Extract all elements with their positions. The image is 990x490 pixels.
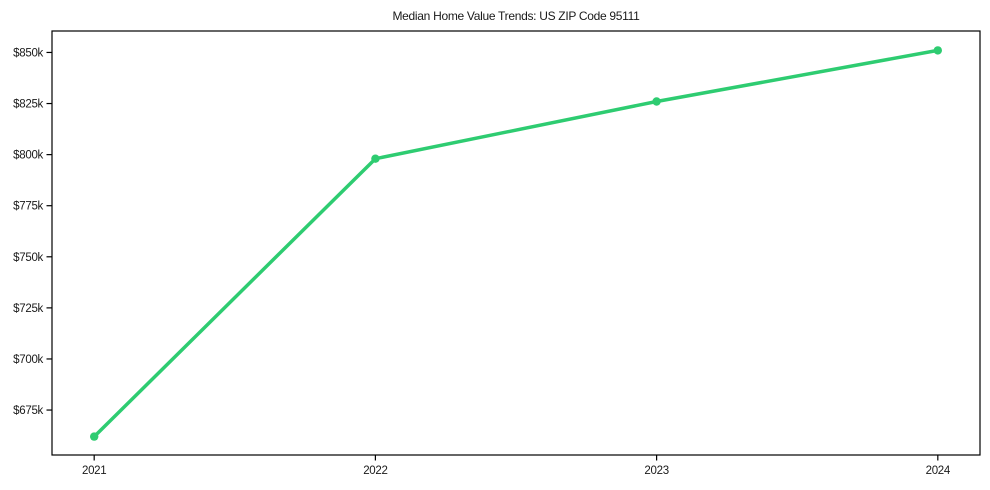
data-point-marker: [371, 154, 380, 163]
y-axis: $675k $700k $725k $750k $775k $800k $825k $850k: [13, 47, 52, 417]
data-point-marker: [652, 97, 661, 106]
data-point-marker: [933, 46, 942, 55]
chart-title: Median Home Value Trends: US ZIP Code 95…: [392, 9, 640, 23]
y-tick-label: $800k: [13, 150, 43, 162]
data-point-marker: [90, 432, 99, 441]
y-tick-label: $775k: [13, 201, 43, 213]
plot-frame: [51, 30, 981, 456]
x-tick-label: 2023: [644, 465, 668, 477]
x-axis: 2021 2022 2023 2024: [82, 455, 951, 477]
x-tick-label: 2021: [82, 465, 106, 477]
y-tick-label: $725k: [13, 303, 43, 315]
y-tick-label: $825k: [13, 99, 43, 111]
y-tick-label: $750k: [13, 252, 43, 264]
plot-border: [51, 30, 981, 456]
trend-line: [92, 48, 940, 439]
x-tick-label: 2024: [926, 465, 951, 477]
y-tick-label: $675k: [13, 405, 43, 417]
y-tick-label: $700k: [13, 354, 43, 366]
y-tick-label: $850k: [13, 47, 43, 59]
x-tick-label: 2022: [363, 465, 387, 477]
trend-series: [90, 46, 942, 441]
